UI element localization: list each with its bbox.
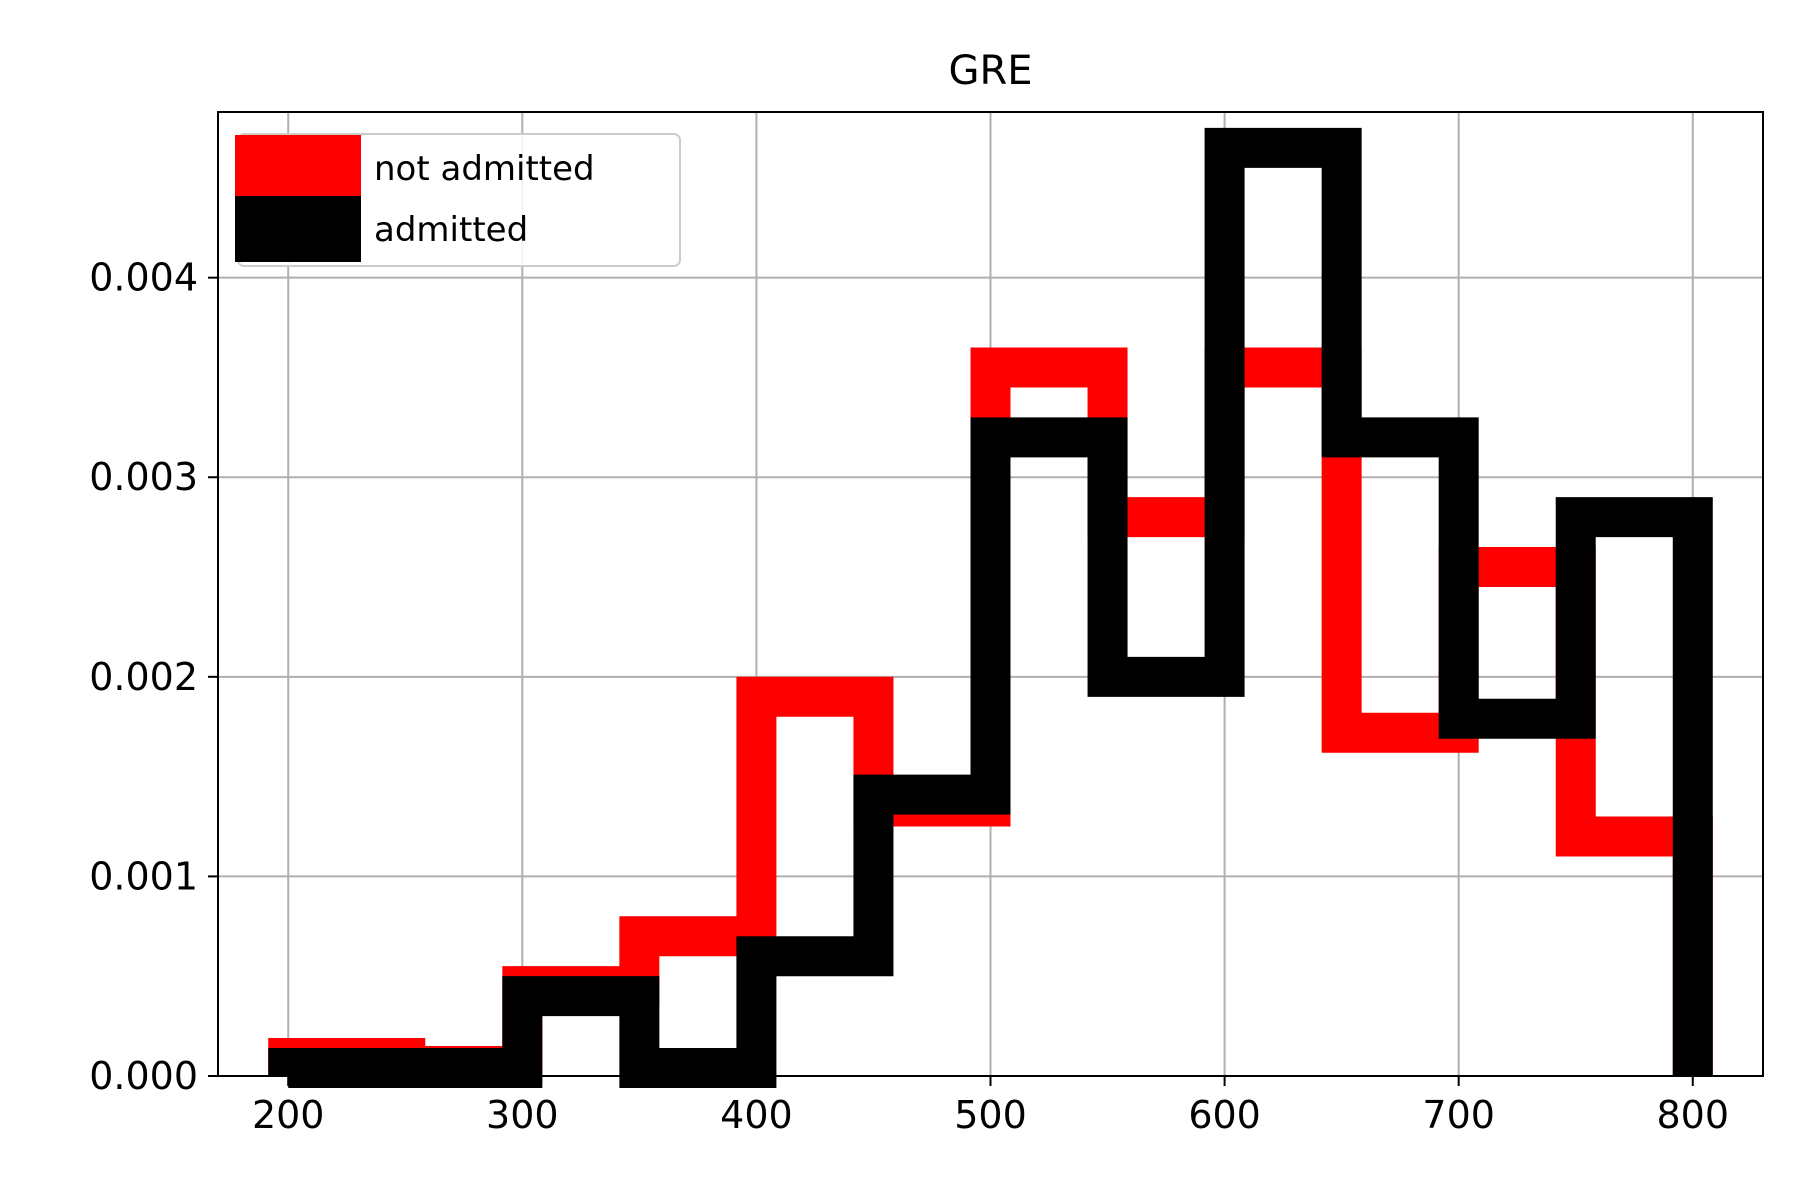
x-tick-label: 400 xyxy=(720,1093,793,1137)
x-tick-label: 200 xyxy=(252,1093,325,1137)
y-tick-label: 0.000 xyxy=(89,1054,198,1098)
series-layer xyxy=(268,127,1713,1089)
x-tick-label: 600 xyxy=(1188,1093,1261,1137)
legend-label: admitted xyxy=(374,210,528,250)
chart-title: GRE xyxy=(948,48,1032,94)
x-tick-label: 300 xyxy=(486,1093,559,1137)
legend-swatch xyxy=(235,196,361,262)
legend: not admitted admitted xyxy=(235,133,681,267)
y-tick-label: 0.001 xyxy=(89,854,198,898)
x-tick-label: 800 xyxy=(1657,1093,1730,1137)
x-tick-label: 700 xyxy=(1422,1093,1495,1137)
y-tick-label: 0.003 xyxy=(89,455,198,499)
legend-swatch xyxy=(235,135,361,201)
x-tick-label: 500 xyxy=(954,1093,1027,1137)
y-tick-label: 0.002 xyxy=(89,655,198,699)
x-axis: 200 300 400 500 600 700 800 xyxy=(252,1076,1729,1137)
legend-label: not admitted xyxy=(374,149,595,189)
y-tick-label: 0.004 xyxy=(89,256,198,300)
series-1-step-line xyxy=(268,127,1713,1089)
y-axis: 0.000 0.001 0.002 0.003 0.004 xyxy=(89,256,218,1098)
